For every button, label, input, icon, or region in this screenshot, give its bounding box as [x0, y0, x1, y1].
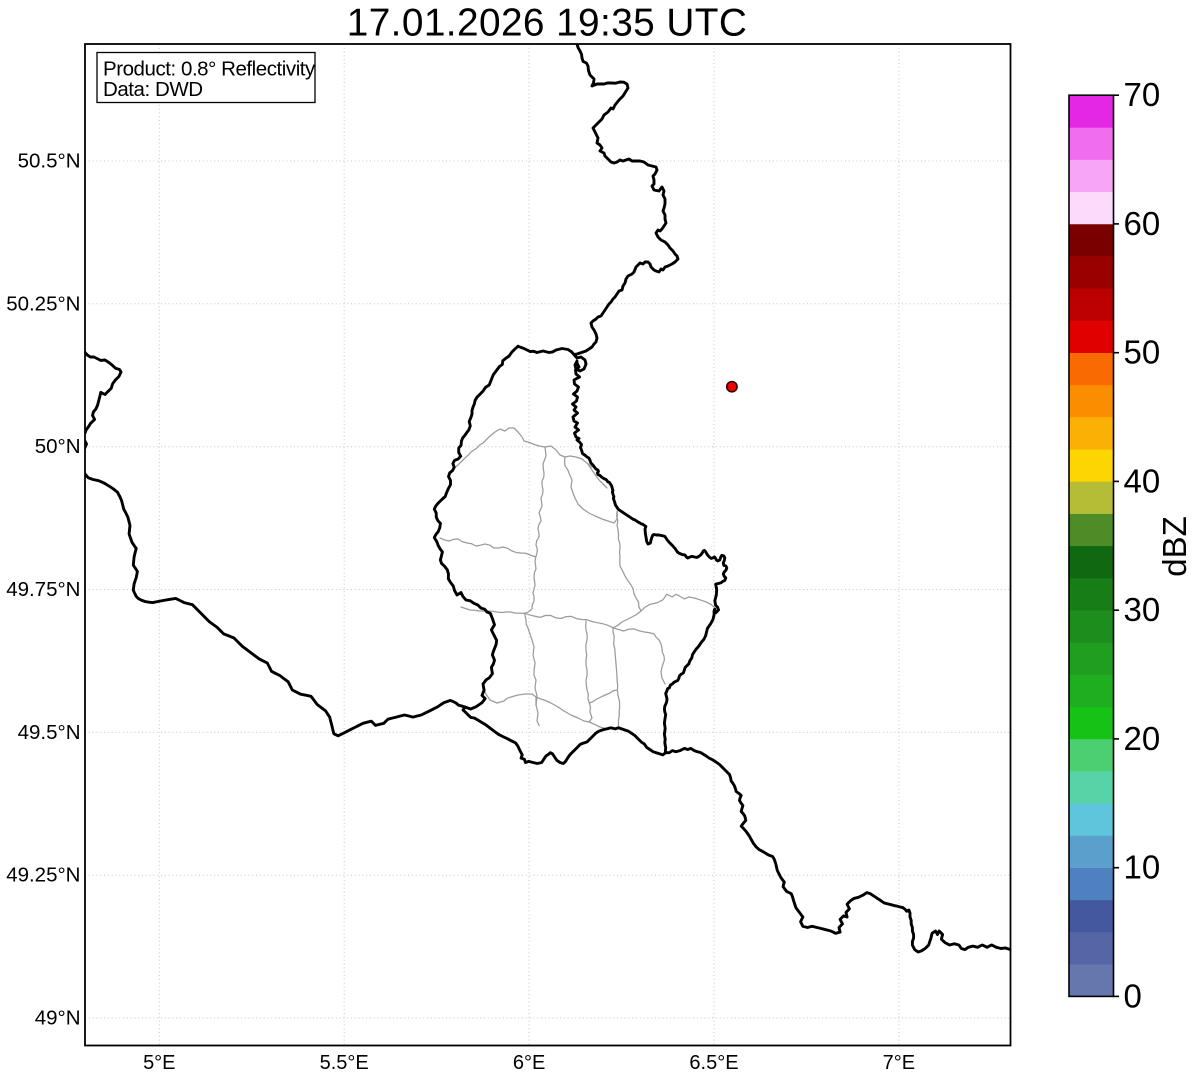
svg-text:60: 60 [1124, 205, 1161, 242]
svg-text:5°E: 5°E [143, 1052, 175, 1074]
svg-text:10: 10 [1124, 849, 1161, 886]
svg-text:49°N: 49°N [35, 1007, 81, 1030]
svg-text:49.75°N: 49.75°N [6, 578, 80, 601]
svg-text:70: 70 [1124, 76, 1161, 113]
svg-text:6.5°E: 6.5°E [689, 1052, 738, 1074]
svg-text:Product: 0.8° Reflectivity: Product: 0.8° Reflectivity [103, 58, 316, 81]
svg-text:5.5°E: 5.5°E [320, 1052, 369, 1074]
svg-text:17.01.2026 19:35 UTC: 17.01.2026 19:35 UTC [347, 2, 748, 45]
svg-text:50°N: 50°N [35, 435, 81, 458]
svg-text:0: 0 [1124, 977, 1142, 1014]
svg-text:49.25°N: 49.25°N [6, 864, 80, 887]
svg-text:49.5°N: 49.5°N [18, 721, 81, 744]
svg-text:50.25°N: 50.25°N [6, 292, 80, 315]
svg-text:dBZ: dBZ [1156, 516, 1193, 577]
svg-text:7°E: 7°E [883, 1052, 915, 1074]
svg-text:40: 40 [1124, 462, 1161, 499]
svg-text:50: 50 [1124, 334, 1161, 371]
svg-text:50.5°N: 50.5°N [18, 150, 81, 173]
svg-text:20: 20 [1124, 720, 1161, 757]
svg-text:6°E: 6°E [513, 1052, 545, 1074]
svg-text:Data: DWD: Data: DWD [103, 78, 203, 101]
svg-text:30: 30 [1124, 591, 1161, 628]
